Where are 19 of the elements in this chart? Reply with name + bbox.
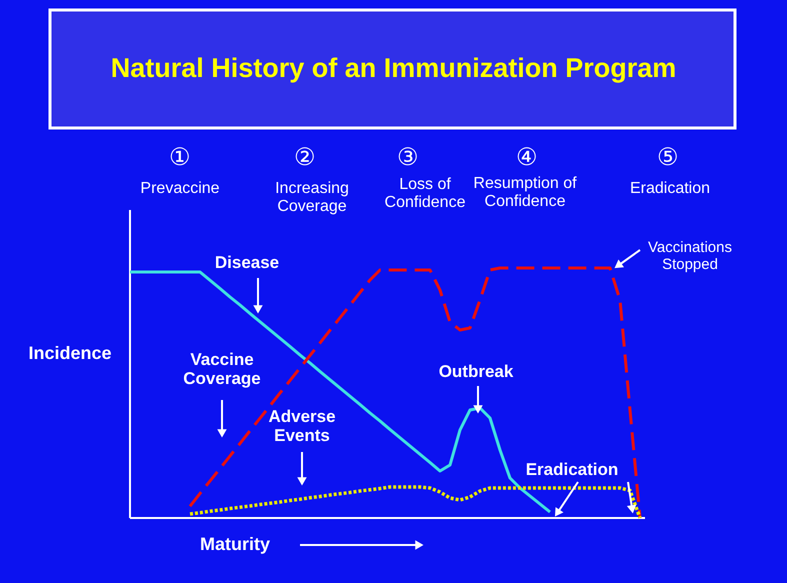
series-label: Disease (214, 253, 280, 272)
text: ③ (397, 144, 419, 171)
y-axis-title: Incidence (28, 343, 112, 363)
annotation: Eradication (526, 460, 618, 479)
text: Vaccinations Stopped (648, 239, 732, 273)
series-label: Vaccine Coverage (183, 350, 261, 388)
text: ④ (516, 144, 538, 171)
text: Increasing Coverage (275, 180, 349, 215)
chart-title: Natural History of an Immunization Program (110, 53, 676, 83)
text: ① (169, 144, 191, 171)
text: Prevaccine (140, 180, 220, 197)
text: Eradication (630, 180, 710, 197)
text: Adverse Events (268, 407, 336, 445)
text: ② (294, 144, 316, 171)
text: Loss of Confidence (384, 176, 466, 211)
annotation: Outbreak (438, 362, 514, 381)
text: ⑤ (657, 144, 679, 171)
text: Resumption of Confidence (473, 175, 578, 210)
x-axis-title: Maturity (200, 534, 270, 554)
